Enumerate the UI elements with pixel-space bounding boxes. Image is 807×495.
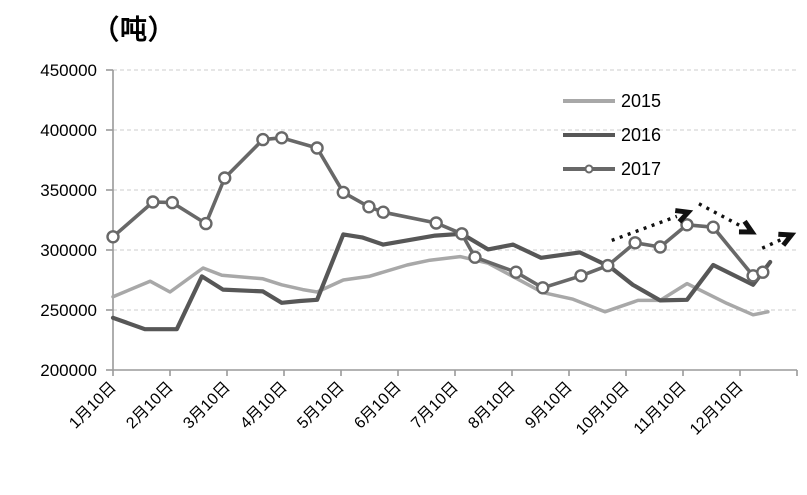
data-point-marker-2017 bbox=[756, 265, 770, 279]
data-point-marker-2017 bbox=[362, 200, 376, 214]
legend-label-2016: 2016 bbox=[621, 125, 662, 145]
legend-label-2015: 2015 bbox=[621, 91, 662, 111]
data-point-marker-2017 bbox=[199, 216, 213, 231]
chart-title: （吨） bbox=[92, 15, 176, 46]
x-tick-label: 5月10日 bbox=[294, 379, 348, 433]
trend-arrow-3-dotted-line bbox=[761, 238, 782, 250]
data-point-marker-2017 bbox=[509, 265, 523, 279]
trend-arrow-2-arrowhead bbox=[738, 219, 757, 235]
legend-line-swatch-2015 bbox=[563, 99, 615, 103]
x-tick-label: 7月10日 bbox=[408, 379, 462, 433]
data-point-marker-2017 bbox=[468, 250, 482, 264]
x-tick-label: 11月10日 bbox=[631, 379, 690, 438]
data-point-marker-2017 bbox=[429, 216, 443, 230]
legend: 2015 2016 2017 bbox=[563, 84, 661, 186]
series-line-2015 bbox=[111, 254, 770, 317]
data-point-marker-2017 bbox=[628, 236, 642, 250]
data-point-marker-2017 bbox=[455, 227, 469, 241]
data-point-marker-2017 bbox=[310, 141, 324, 155]
data-point-marker-2017 bbox=[218, 171, 232, 185]
series-line-2016 bbox=[110, 231, 773, 332]
data-point-marker-2017 bbox=[376, 205, 390, 219]
x-tick-label: 4月10日 bbox=[237, 379, 291, 433]
y-tick-label: 450000 bbox=[40, 61, 97, 80]
legend-marker-circle bbox=[584, 164, 594, 174]
data-point-marker-2017 bbox=[536, 281, 550, 295]
trend-arrow-2-dotted-line bbox=[698, 202, 743, 228]
legend-line-swatch-2017 bbox=[563, 164, 615, 174]
data-point-marker-2017 bbox=[165, 195, 179, 210]
legend-label-2017: 2017 bbox=[621, 159, 662, 179]
data-point-marker-2017 bbox=[601, 258, 615, 273]
x-tick-label: 3月10日 bbox=[180, 379, 234, 433]
y-tick-label: 300000 bbox=[40, 241, 97, 260]
axis-lines bbox=[112, 70, 797, 371]
data-point-marker-2017 bbox=[680, 218, 694, 232]
x-tick-label: 8月10日 bbox=[465, 379, 519, 433]
trend-arrow-3-arrowhead bbox=[778, 231, 797, 247]
data-point-marker-2017 bbox=[146, 195, 160, 209]
series-line-2017 bbox=[111, 136, 765, 290]
trend-arrow-1-dotted-line bbox=[611, 214, 678, 242]
trend-arrow-1-arrowhead bbox=[674, 208, 694, 224]
x-tick-label: 1月10日 bbox=[66, 379, 120, 433]
data-point-marker-2017 bbox=[653, 240, 667, 254]
x-tick-label: 10月10日 bbox=[573, 379, 633, 439]
data-point-marker-2017 bbox=[574, 269, 588, 283]
data-point-marker-2017 bbox=[336, 185, 350, 200]
legend-line-swatch-2016 bbox=[563, 133, 615, 137]
data-point-marker-2017 bbox=[256, 132, 270, 147]
x-tick-label: 12月10日 bbox=[687, 379, 747, 439]
data-point-marker-2017 bbox=[706, 220, 720, 234]
x-tick-label: 6月10日 bbox=[351, 379, 405, 433]
data-point-marker-2017 bbox=[106, 230, 120, 244]
data-point-marker-2017 bbox=[275, 131, 289, 145]
legend-item-2016: 2016 bbox=[563, 118, 661, 152]
x-tick-label: 9月10日 bbox=[522, 379, 576, 433]
legend-item-2017: 2017 bbox=[563, 152, 661, 186]
y-tick-label: 200000 bbox=[40, 361, 97, 380]
y-tick-label: 400000 bbox=[40, 121, 97, 140]
y-tick-label: 250000 bbox=[40, 301, 97, 320]
legend-item-2015: 2015 bbox=[563, 84, 661, 118]
y-tick-label: 350000 bbox=[40, 181, 97, 200]
x-tick-label: 2月10日 bbox=[123, 379, 177, 433]
